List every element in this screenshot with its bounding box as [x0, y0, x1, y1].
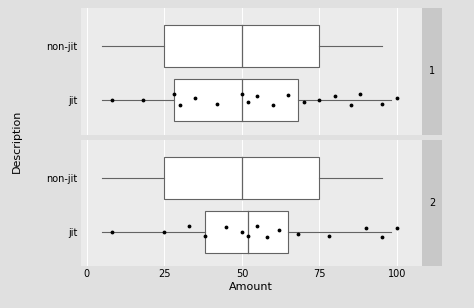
Text: 1: 1: [429, 66, 435, 76]
Text: 2: 2: [429, 198, 435, 208]
Bar: [422, 140, 442, 266]
Bar: [173, 79, 298, 121]
Bar: [205, 211, 289, 253]
Bar: [422, 8, 442, 135]
Bar: [164, 25, 319, 67]
X-axis label: Amount: Amount: [229, 282, 273, 292]
Bar: [164, 157, 319, 199]
Text: Description: Description: [12, 110, 22, 173]
